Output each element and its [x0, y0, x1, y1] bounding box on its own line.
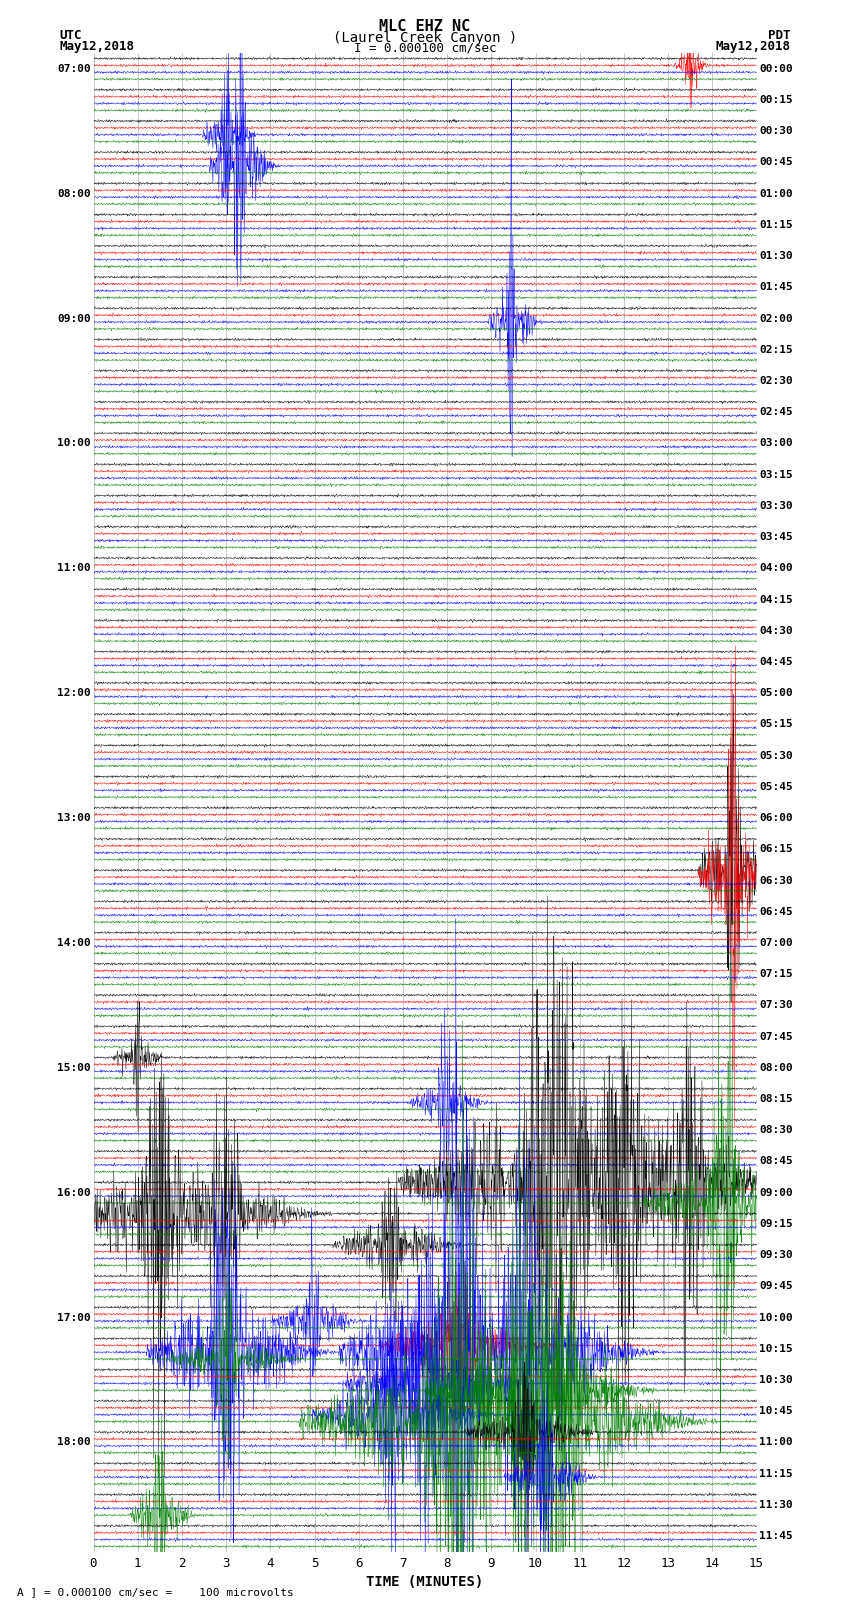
X-axis label: TIME (MINUTES): TIME (MINUTES)	[366, 1576, 484, 1589]
Text: May12,2018: May12,2018	[716, 40, 790, 53]
Text: UTC: UTC	[60, 29, 82, 42]
Text: May12,2018: May12,2018	[60, 40, 134, 53]
Text: I = 0.000100 cm/sec: I = 0.000100 cm/sec	[354, 42, 496, 55]
Text: (Laurel Creek Canyon ): (Laurel Creek Canyon )	[333, 31, 517, 45]
Text: A ] = 0.000100 cm/sec =    100 microvolts: A ] = 0.000100 cm/sec = 100 microvolts	[17, 1587, 294, 1597]
Text: PDT: PDT	[768, 29, 790, 42]
Text: MLC EHZ NC: MLC EHZ NC	[379, 19, 471, 34]
